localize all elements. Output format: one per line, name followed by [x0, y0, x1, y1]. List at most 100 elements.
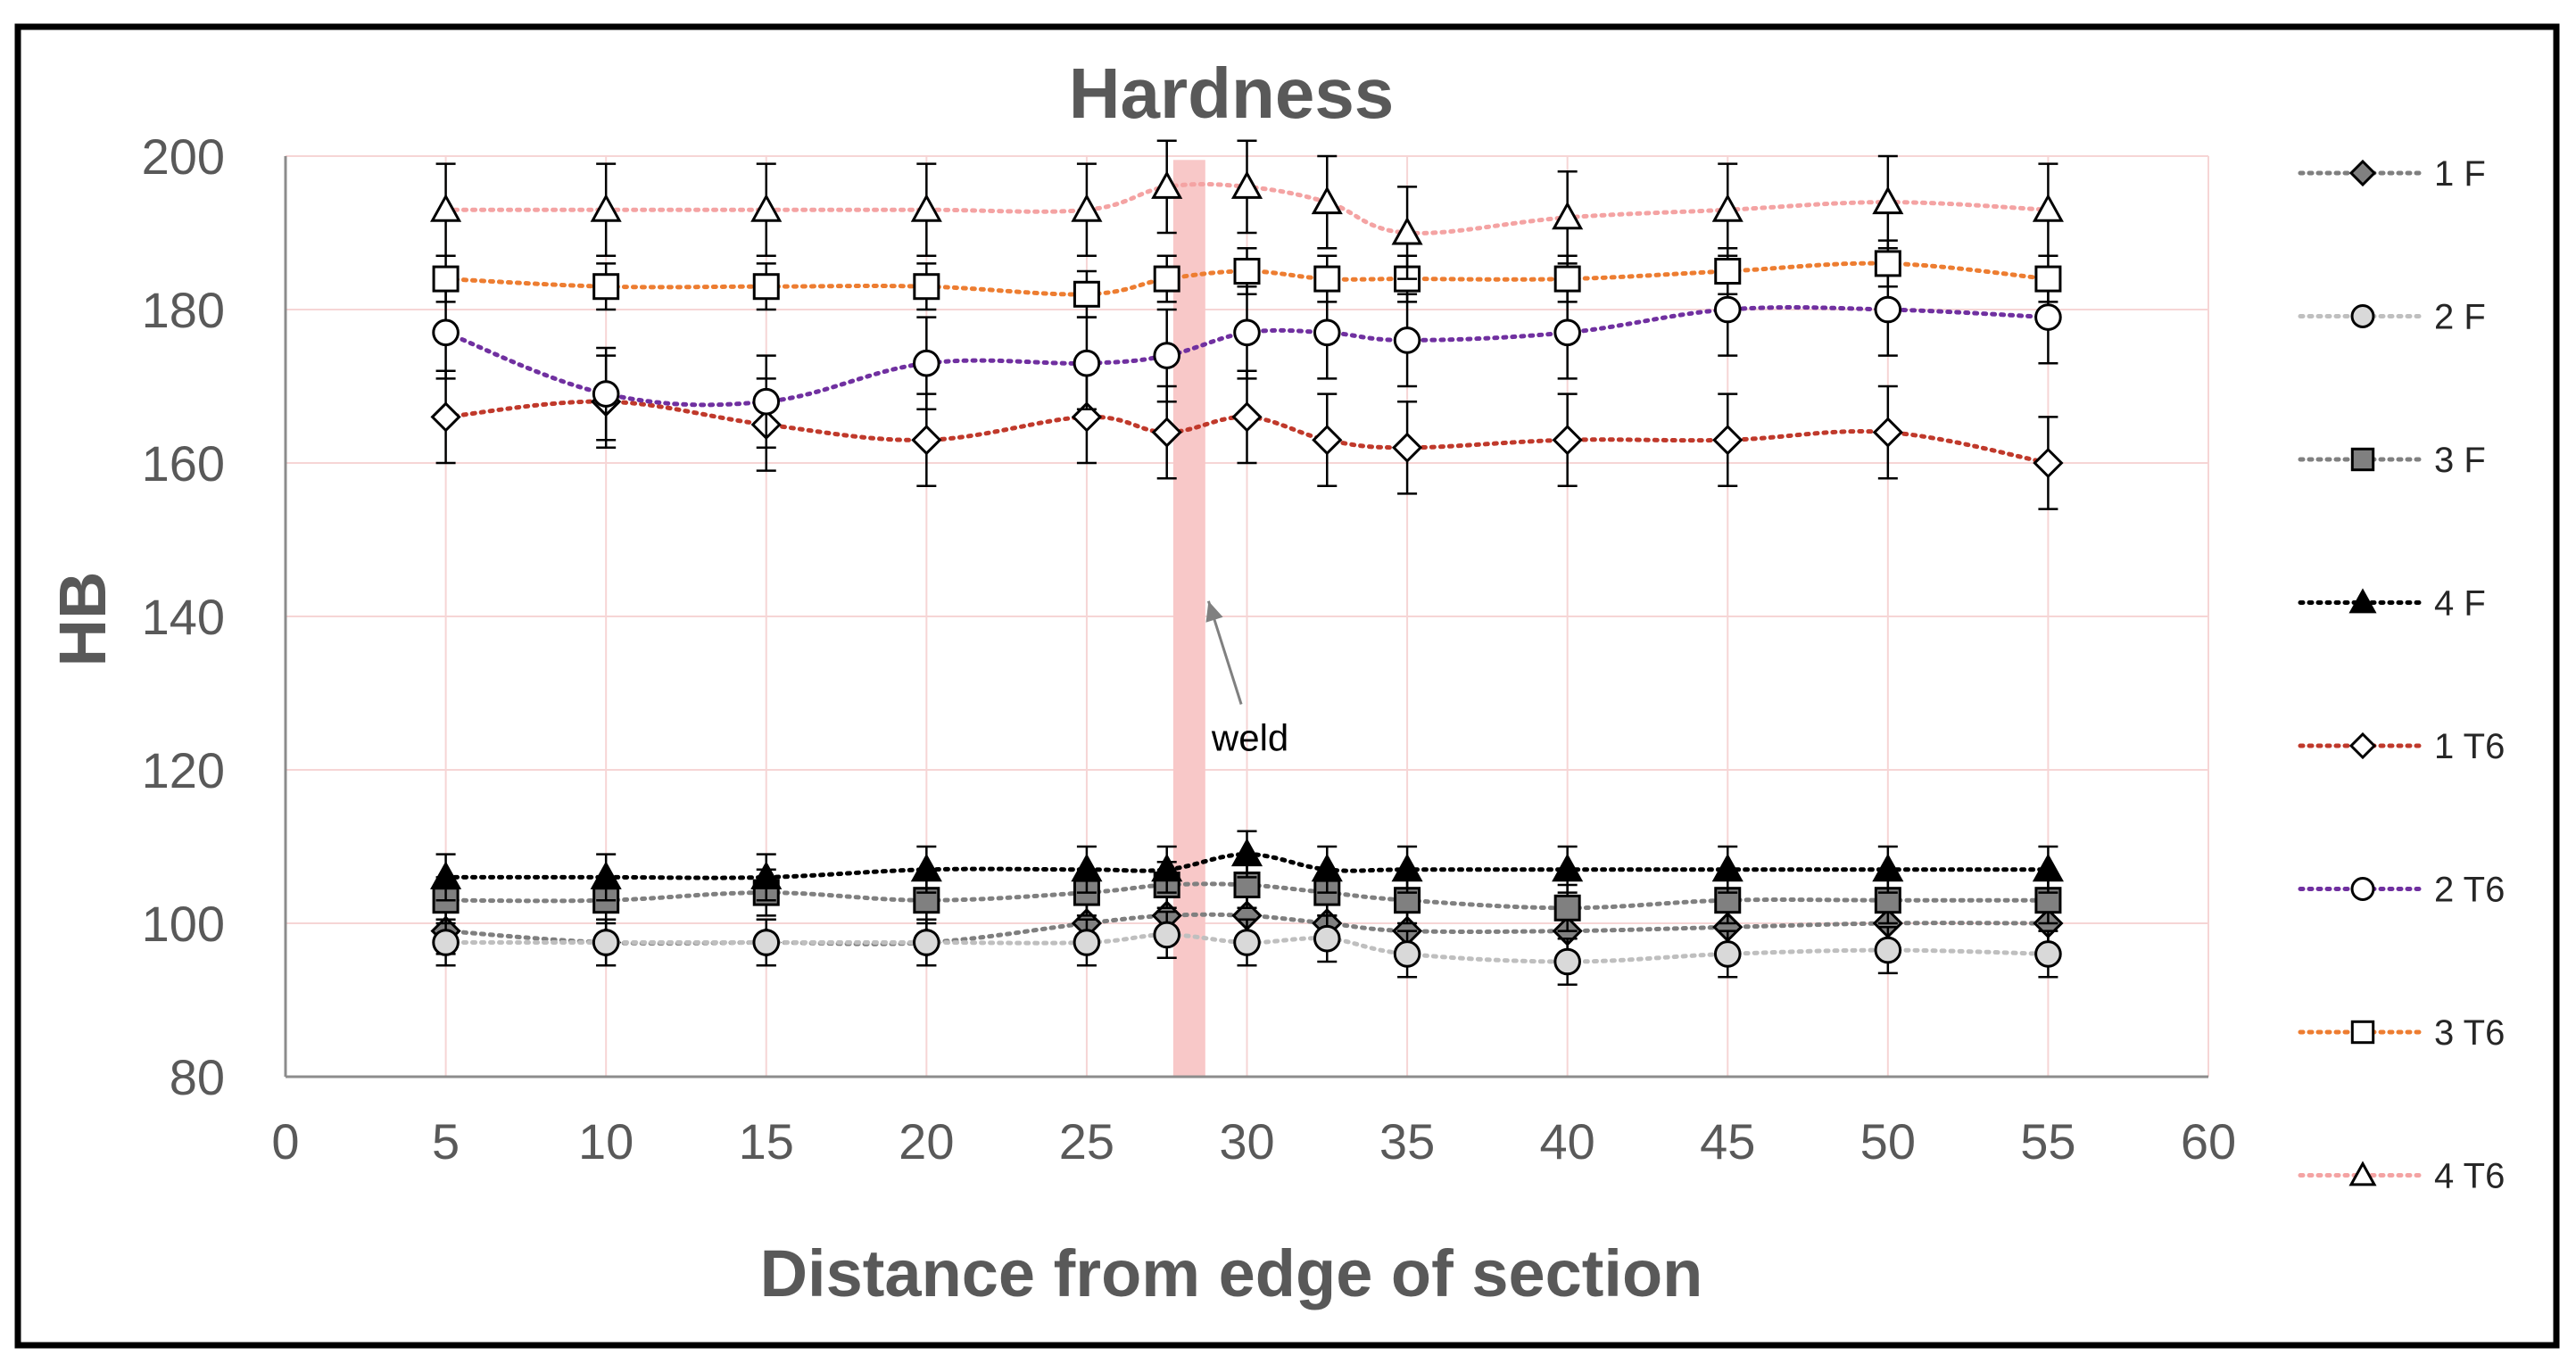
legend-marker: [2350, 877, 2375, 901]
y-tick-label: 140: [142, 589, 225, 645]
data-point-4-f: [750, 861, 783, 889]
data-point-1-t6: [1872, 417, 1903, 448]
data-point-1-t6: [2033, 447, 2064, 479]
x-tick-label: 40: [1540, 1113, 1595, 1170]
data-point-1-t6: [1231, 401, 1263, 433]
data-point-1-t6: [1312, 425, 1343, 456]
legend-item-2-f: 2 F: [2298, 298, 2486, 337]
data-point-3-t6: [1313, 265, 1341, 293]
legend-marker: [2348, 588, 2377, 614]
data-point-3-t6: [1073, 280, 1100, 308]
data-point-2-t6: [1393, 326, 1421, 354]
data-point-4-f: [1552, 853, 1584, 882]
legend-item-4-f: 4 F: [2298, 584, 2486, 624]
data-point-4-t6: [1711, 194, 1744, 222]
legend-item-4-t6: 4 T6: [2298, 1157, 2505, 1196]
data-point-3-t6: [1874, 250, 1901, 277]
legend-marker: [2348, 1161, 2377, 1186]
data-point-2-t6: [1233, 318, 1261, 347]
data-point-4-t6: [1230, 170, 1263, 199]
x-tick-label: 10: [578, 1113, 634, 1170]
data-point-4-t6: [590, 194, 622, 222]
y-axis-title: HB: [46, 572, 120, 667]
data-point-2-f: [592, 929, 620, 956]
legend-label: 2 F: [2434, 298, 2486, 337]
data-point-4-t6: [1872, 186, 1904, 215]
x-tick-label: 55: [2020, 1113, 2075, 1170]
legend-item-3-t6: 3 T6: [2298, 1013, 2505, 1053]
data-point-2-t6: [913, 349, 940, 377]
weld-arrow-head: [1205, 600, 1223, 623]
data-point-4-t6: [1071, 194, 1103, 222]
data-point-2-t6: [752, 387, 781, 416]
data-point-2-t6: [1553, 318, 1581, 347]
data-point-3-t6: [1233, 258, 1261, 285]
legend-marker: [2350, 447, 2375, 472]
x-tick-label: 25: [1059, 1113, 1114, 1170]
series-4-f: [430, 830, 2064, 902]
y-tick-label: 160: [142, 435, 225, 492]
legend-label: 4 T6: [2434, 1157, 2505, 1196]
data-point-1-t6: [430, 401, 461, 433]
x-tick-label: 0: [271, 1113, 299, 1170]
data-point-3-t6: [1553, 265, 1581, 293]
x-tick-label: 35: [1379, 1113, 1435, 1170]
series-4-t6: [430, 139, 2064, 280]
data-point-4-f: [1311, 853, 1343, 882]
data-point-2-f: [1153, 921, 1181, 949]
legend-marker: [2348, 731, 2377, 760]
data-point-2-f: [2034, 940, 2062, 968]
data-point-4-t6: [1151, 170, 1183, 199]
legend-marker: [2350, 1020, 2375, 1045]
data-point-3-f: [1553, 894, 1581, 922]
y-tick-label: 180: [142, 282, 225, 338]
data-point-4-t6: [750, 194, 783, 222]
data-point-2-f: [1713, 940, 1742, 968]
data-point-2-t6: [2034, 303, 2062, 331]
legend: 1 F 2 F 3 F 4 F 1 T6 2 T6 3 T6 4 T6: [2298, 154, 2505, 1196]
data-point-3-t6: [1153, 265, 1180, 293]
data-point-4-t6: [430, 194, 462, 222]
data-point-3-t6: [592, 273, 620, 301]
chart-border: [14, 23, 2560, 1349]
data-point-4-t6: [2032, 194, 2064, 222]
legend-item-1-f: 1 F: [2298, 154, 2486, 194]
x-tick-label: 60: [2181, 1113, 2236, 1170]
series-2-t6: [432, 262, 2062, 450]
series-3-t6: [432, 239, 2062, 318]
legend-label: 3 T6: [2434, 1013, 2505, 1053]
data-point-4-f: [590, 861, 622, 889]
data-point-4-t6: [910, 194, 942, 222]
data-point-2-f: [432, 929, 460, 956]
data-point-2-t6: [592, 380, 620, 408]
y-tick-label: 100: [142, 896, 225, 952]
legend-item-3-f: 3 F: [2298, 441, 2486, 480]
data-point-3-t6: [913, 273, 940, 301]
data-point-1-t6: [1151, 417, 1182, 448]
data-point-4-f: [1711, 853, 1744, 882]
data-point-2-t6: [432, 318, 460, 347]
data-point-1-t6: [1552, 425, 1583, 456]
data-point-2-f: [752, 929, 781, 956]
data-point-2-f: [1073, 929, 1101, 956]
weld-band-layer: [1172, 160, 1205, 1077]
data-point-2-t6: [1313, 318, 1341, 347]
data-point-3-t6: [2034, 265, 2062, 293]
data-point-1-t6: [911, 425, 942, 456]
data-point-4-f: [1872, 853, 1904, 882]
data-point-2-t6: [1713, 295, 1742, 324]
data-point-2-f: [1874, 936, 1902, 964]
data-point-4-t6: [1391, 216, 1423, 245]
legend-label: 4 F: [2434, 584, 2486, 624]
data-point-1-t6: [1391, 432, 1423, 463]
data-point-2-f: [1313, 924, 1341, 953]
y-tick-label: 80: [170, 1049, 225, 1105]
data-point-2-f: [913, 929, 940, 956]
legend-item-2-t6: 2 T6: [2298, 871, 2505, 910]
data-point-4-f: [910, 853, 942, 882]
data-point-3-t6: [752, 273, 780, 301]
legend-label: 3 F: [2434, 441, 2486, 480]
data-point-4-f: [1071, 853, 1103, 882]
y-tick-label: 200: [142, 128, 225, 185]
